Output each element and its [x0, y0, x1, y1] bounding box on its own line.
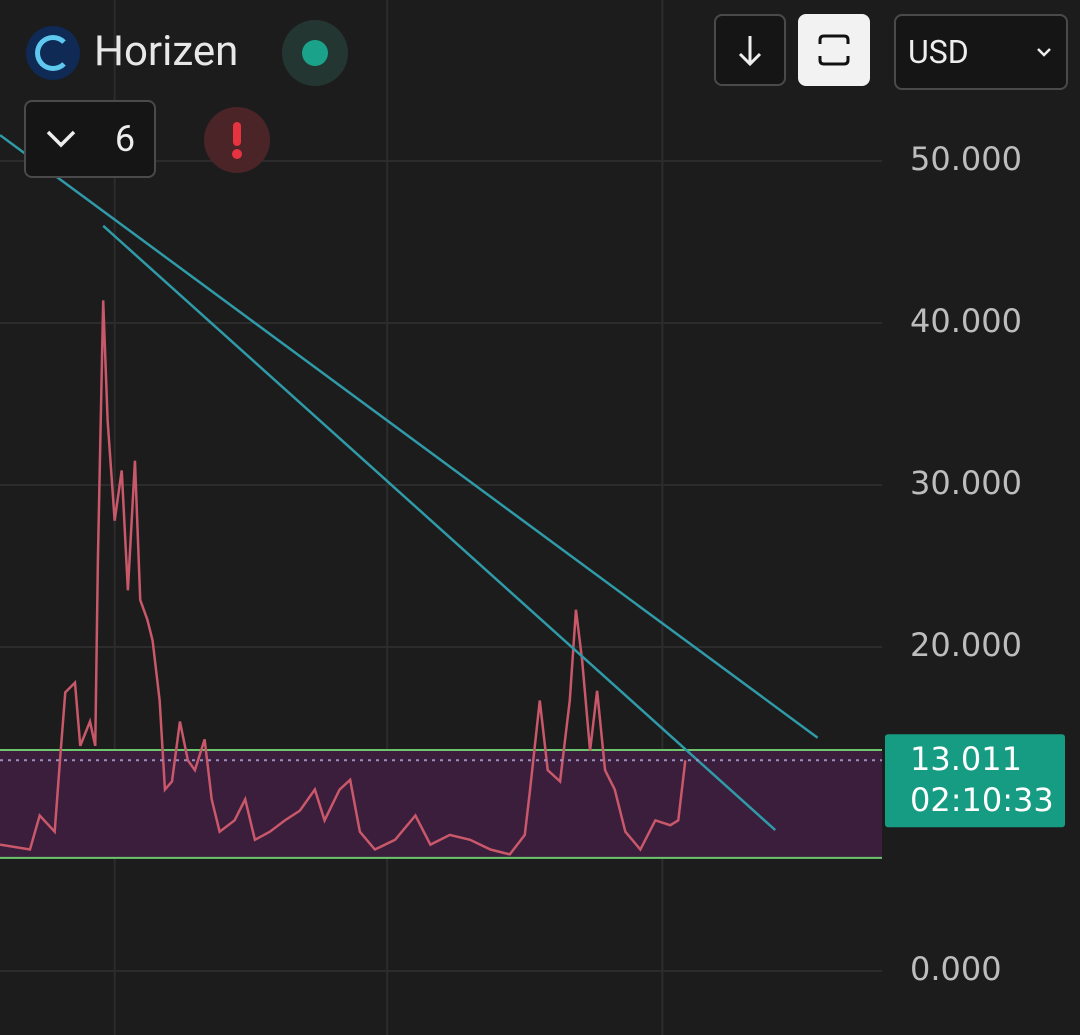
y-tick-label: 40.000: [910, 302, 1022, 340]
live-indicator[interactable]: [282, 20, 348, 86]
fullscreen-button[interactable]: [798, 14, 870, 86]
coin-logo: [26, 26, 80, 80]
download-button[interactable]: [714, 14, 786, 86]
trend-line: [102, 224, 777, 832]
indicator-count: 6: [114, 118, 136, 160]
price-line: [0, 300, 687, 856]
indicator-toggle[interactable]: 6: [24, 100, 156, 178]
countdown: 02:10:33: [910, 781, 1054, 819]
fullscreen-icon: [818, 34, 850, 66]
coin-name: Horizen: [94, 27, 239, 76]
currency: USD: [908, 33, 969, 71]
y-tick-label: 20.000: [910, 626, 1022, 664]
download-icon: [738, 36, 762, 67]
y-tick-label: 50.000: [910, 140, 1022, 178]
range-zone: [0, 750, 882, 858]
last-price: 13.011: [910, 740, 1022, 778]
alert-button[interactable]: [204, 107, 270, 173]
trend-line: [0, 134, 819, 739]
alert-icon: [232, 122, 242, 159]
last-price-box: [885, 734, 1065, 828]
y-tick-label: 0.000: [910, 950, 1002, 988]
currency-select[interactable]: USD: [894, 14, 1068, 90]
chevron-down: [46, 130, 76, 148]
y-tick-label: 30.000: [910, 464, 1022, 502]
chevron: [1037, 48, 1051, 57]
